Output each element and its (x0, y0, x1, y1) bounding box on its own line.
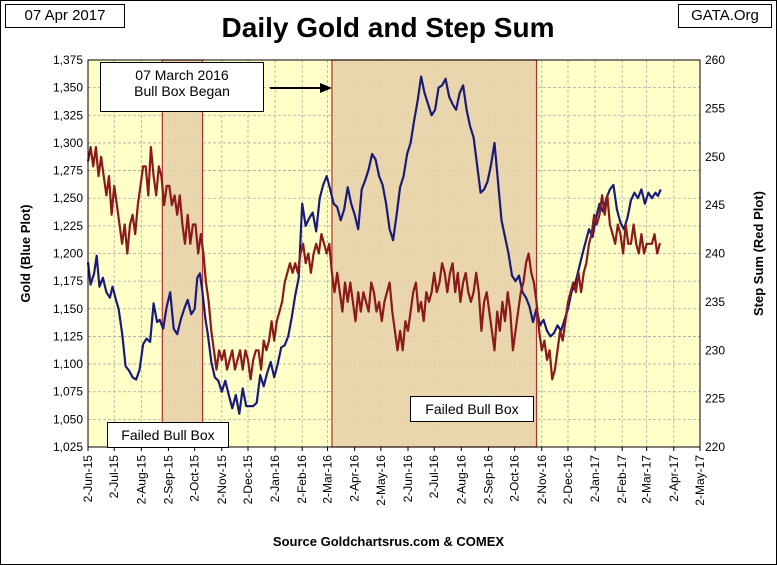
y-left-tick-label: 1,075 (53, 385, 83, 399)
y-left-tick-label: 1,050 (53, 412, 83, 426)
plot-border (87, 59, 701, 448)
y-left-axis-title: Gold (Blue Plot) (18, 204, 33, 302)
y-left-tick-label: 1,325 (53, 108, 83, 122)
x-tick-label: 2-Jul-15 (107, 455, 121, 499)
bull-box-label: Bull Box Began (134, 83, 230, 99)
x-tick-label: 2-Jun-15 (81, 455, 95, 503)
x-tick-label: 2-Jul-16 (427, 455, 441, 499)
y-right-tick-label: 250 (705, 150, 725, 164)
y-left-tick-label: 1,225 (53, 219, 83, 233)
x-tick-label: 2-Jan-17 (588, 455, 602, 503)
failed-bull-box-label-1: Failed Bull Box (107, 422, 229, 448)
date-box: 07 Apr 2017 (5, 4, 125, 28)
y-left-tick-label: 1,250 (53, 191, 83, 205)
y-left-tick-label: 1,125 (53, 329, 83, 343)
x-tick-label: 2-Mar-16 (321, 455, 335, 504)
x-tick-label: 2-Dec-15 (241, 455, 255, 505)
y-left-tick-label: 1,025 (53, 440, 83, 454)
x-tick-label: 2-Sep-16 (481, 455, 495, 505)
source-footer: Source Goldchartsrus.com & COMEX (272, 534, 505, 549)
failed-bull-box-region (161, 59, 204, 448)
x-tick-label: 2-May-16 (374, 455, 388, 506)
y-left-tick-label: 1,200 (53, 247, 83, 261)
x-tick-label: 2-Mar-17 (640, 455, 654, 504)
x-tick-label: 2-Feb-16 (295, 455, 309, 504)
y-right-tick-label: 235 (705, 295, 725, 309)
y-right-tick-label: 230 (705, 343, 725, 357)
y-right-tick-label: 245 (705, 198, 725, 212)
failed-bull-box-label-2: Failed Bull Box (410, 396, 534, 422)
annotation-arrow-head (320, 83, 332, 93)
x-tick-label: 2-May-17 (693, 455, 707, 506)
failed-bull-box-region (331, 59, 538, 448)
x-tick-label: 2-Jan-16 (268, 455, 282, 503)
x-tick-label: 2-Nov-16 (535, 455, 549, 505)
bull-box-began-note: 07 March 2016 Bull Box Began (100, 62, 264, 112)
y-right-tick-label: 255 (705, 101, 725, 115)
x-tick-label: 2-Apr-16 (348, 455, 362, 502)
y-right-tick-label: 220 (705, 440, 725, 454)
y-left-tick-label: 1,375 (53, 53, 83, 67)
chart-title: Daily Gold and Step Sum (221, 12, 555, 43)
bull-box-date: 07 March 2016 (135, 67, 229, 83)
x-tick-label: 2-Nov-15 (215, 455, 229, 505)
y-right-axis-title: Step Sum (Red Plot) (751, 191, 766, 316)
y-right-tick-label: 260 (705, 53, 725, 67)
x-tick-label: 2-Aug-16 (454, 455, 468, 505)
x-tick-label: 2-Sep-15 (161, 455, 175, 505)
y-left-tick-label: 1,300 (53, 136, 83, 150)
x-tick-label: 2-Oct-16 (508, 455, 522, 502)
y-left-tick-label: 1,150 (53, 302, 83, 316)
x-tick-label: 2-Feb-17 (615, 455, 629, 504)
x-tick-label: 2-Oct-15 (188, 455, 202, 502)
x-tick-label: 2-Dec-16 (561, 455, 575, 505)
step-sum-series-line (86, 146, 661, 381)
y-left-tick-label: 1,175 (53, 274, 83, 288)
y-left-tick-label: 1,275 (53, 164, 83, 178)
y-left-tick-label: 1,100 (53, 357, 83, 371)
source-tag-box: GATA.Org (678, 4, 772, 28)
x-tick-label: 2-Jun-16 (401, 455, 415, 503)
x-tick-label: 2-Apr-17 (667, 455, 681, 502)
y-right-tick-label: 225 (705, 392, 725, 406)
x-tick-label: 2-Aug-15 (134, 455, 148, 505)
y-left-tick-label: 1,350 (53, 81, 83, 95)
y-right-tick-label: 240 (705, 247, 725, 261)
